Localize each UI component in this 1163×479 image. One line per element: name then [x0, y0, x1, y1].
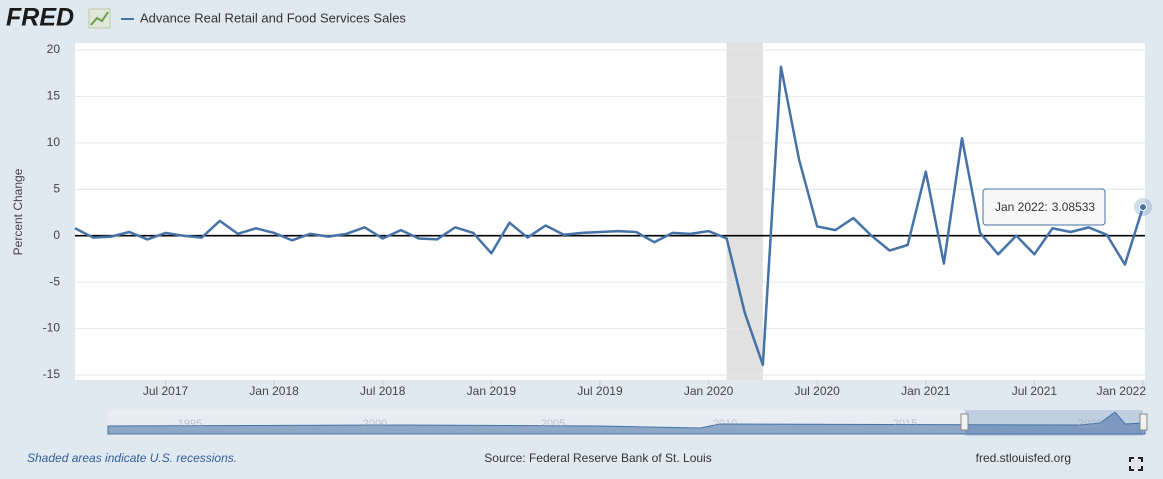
y-axis-label: Percent Change	[11, 168, 25, 255]
fullscreen-icon[interactable]	[1129, 457, 1143, 471]
recession-note: Shaded areas indicate U.S. recessions.	[27, 451, 237, 465]
navigator-label: 2000	[363, 418, 387, 430]
navigator-handle[interactable]	[1139, 413, 1148, 431]
navigator-label: 2015	[893, 418, 917, 430]
navigator-label: 2010	[713, 418, 737, 430]
recession-band	[726, 43, 763, 380]
y-tick-label: 5	[53, 181, 60, 195]
tooltip-label: Jan 2022:	[995, 200, 1048, 214]
tooltip-text: Jan 2022: 3.08533	[995, 200, 1095, 214]
navigator	[107, 410, 1148, 436]
x-tick-label: Jan 2021	[901, 384, 951, 398]
tooltip-value: 3.08533	[1052, 200, 1096, 214]
y-tick-label: -5	[49, 274, 60, 288]
x-tick-label: Jul 2021	[1012, 384, 1058, 398]
x-tick-label: Jan 2022	[1097, 384, 1147, 398]
tooltip-box	[982, 188, 1106, 226]
site-link[interactable]: fred.stlouisfed.org	[976, 451, 1071, 465]
y-tick-label: -15	[43, 367, 61, 381]
navigator-selection	[965, 410, 1143, 436]
x-tick-label: Jul 2018	[360, 384, 406, 398]
navigator-label: 2020	[1078, 418, 1102, 430]
navigator-series	[107, 411, 1146, 435]
hover-point	[1139, 203, 1147, 212]
y-tick-label: 20	[47, 42, 61, 56]
plot-area	[75, 43, 1145, 380]
y-tick-label: -10	[43, 321, 61, 335]
x-tick-label: Jul 2017	[143, 384, 189, 398]
source: Source: Federal Reserve Bank of St. Loui…	[484, 451, 711, 465]
navigator-label: 1995	[178, 418, 202, 430]
y-tick-label: 15	[47, 89, 61, 103]
brand-logo: FRED	[6, 4, 74, 32]
x-tick-label: Jul 2020	[794, 384, 840, 398]
legend-label: Advance Real Retail and Food Services Sa…	[140, 10, 406, 25]
x-tick-label: Jan 2019	[467, 384, 517, 398]
navigator-handle[interactable]	[960, 413, 969, 431]
x-tick-label: Jul 2019	[577, 384, 623, 398]
logo-icon	[88, 8, 111, 29]
x-tick-label: Jan 2020	[684, 384, 734, 398]
x-tick-label: Jan 2018	[249, 384, 299, 398]
y-tick-label: 10	[47, 135, 61, 149]
y-tick-label: 0	[53, 228, 60, 242]
navigator-label: 2005	[541, 418, 565, 430]
series-line	[74, 65, 1145, 367]
